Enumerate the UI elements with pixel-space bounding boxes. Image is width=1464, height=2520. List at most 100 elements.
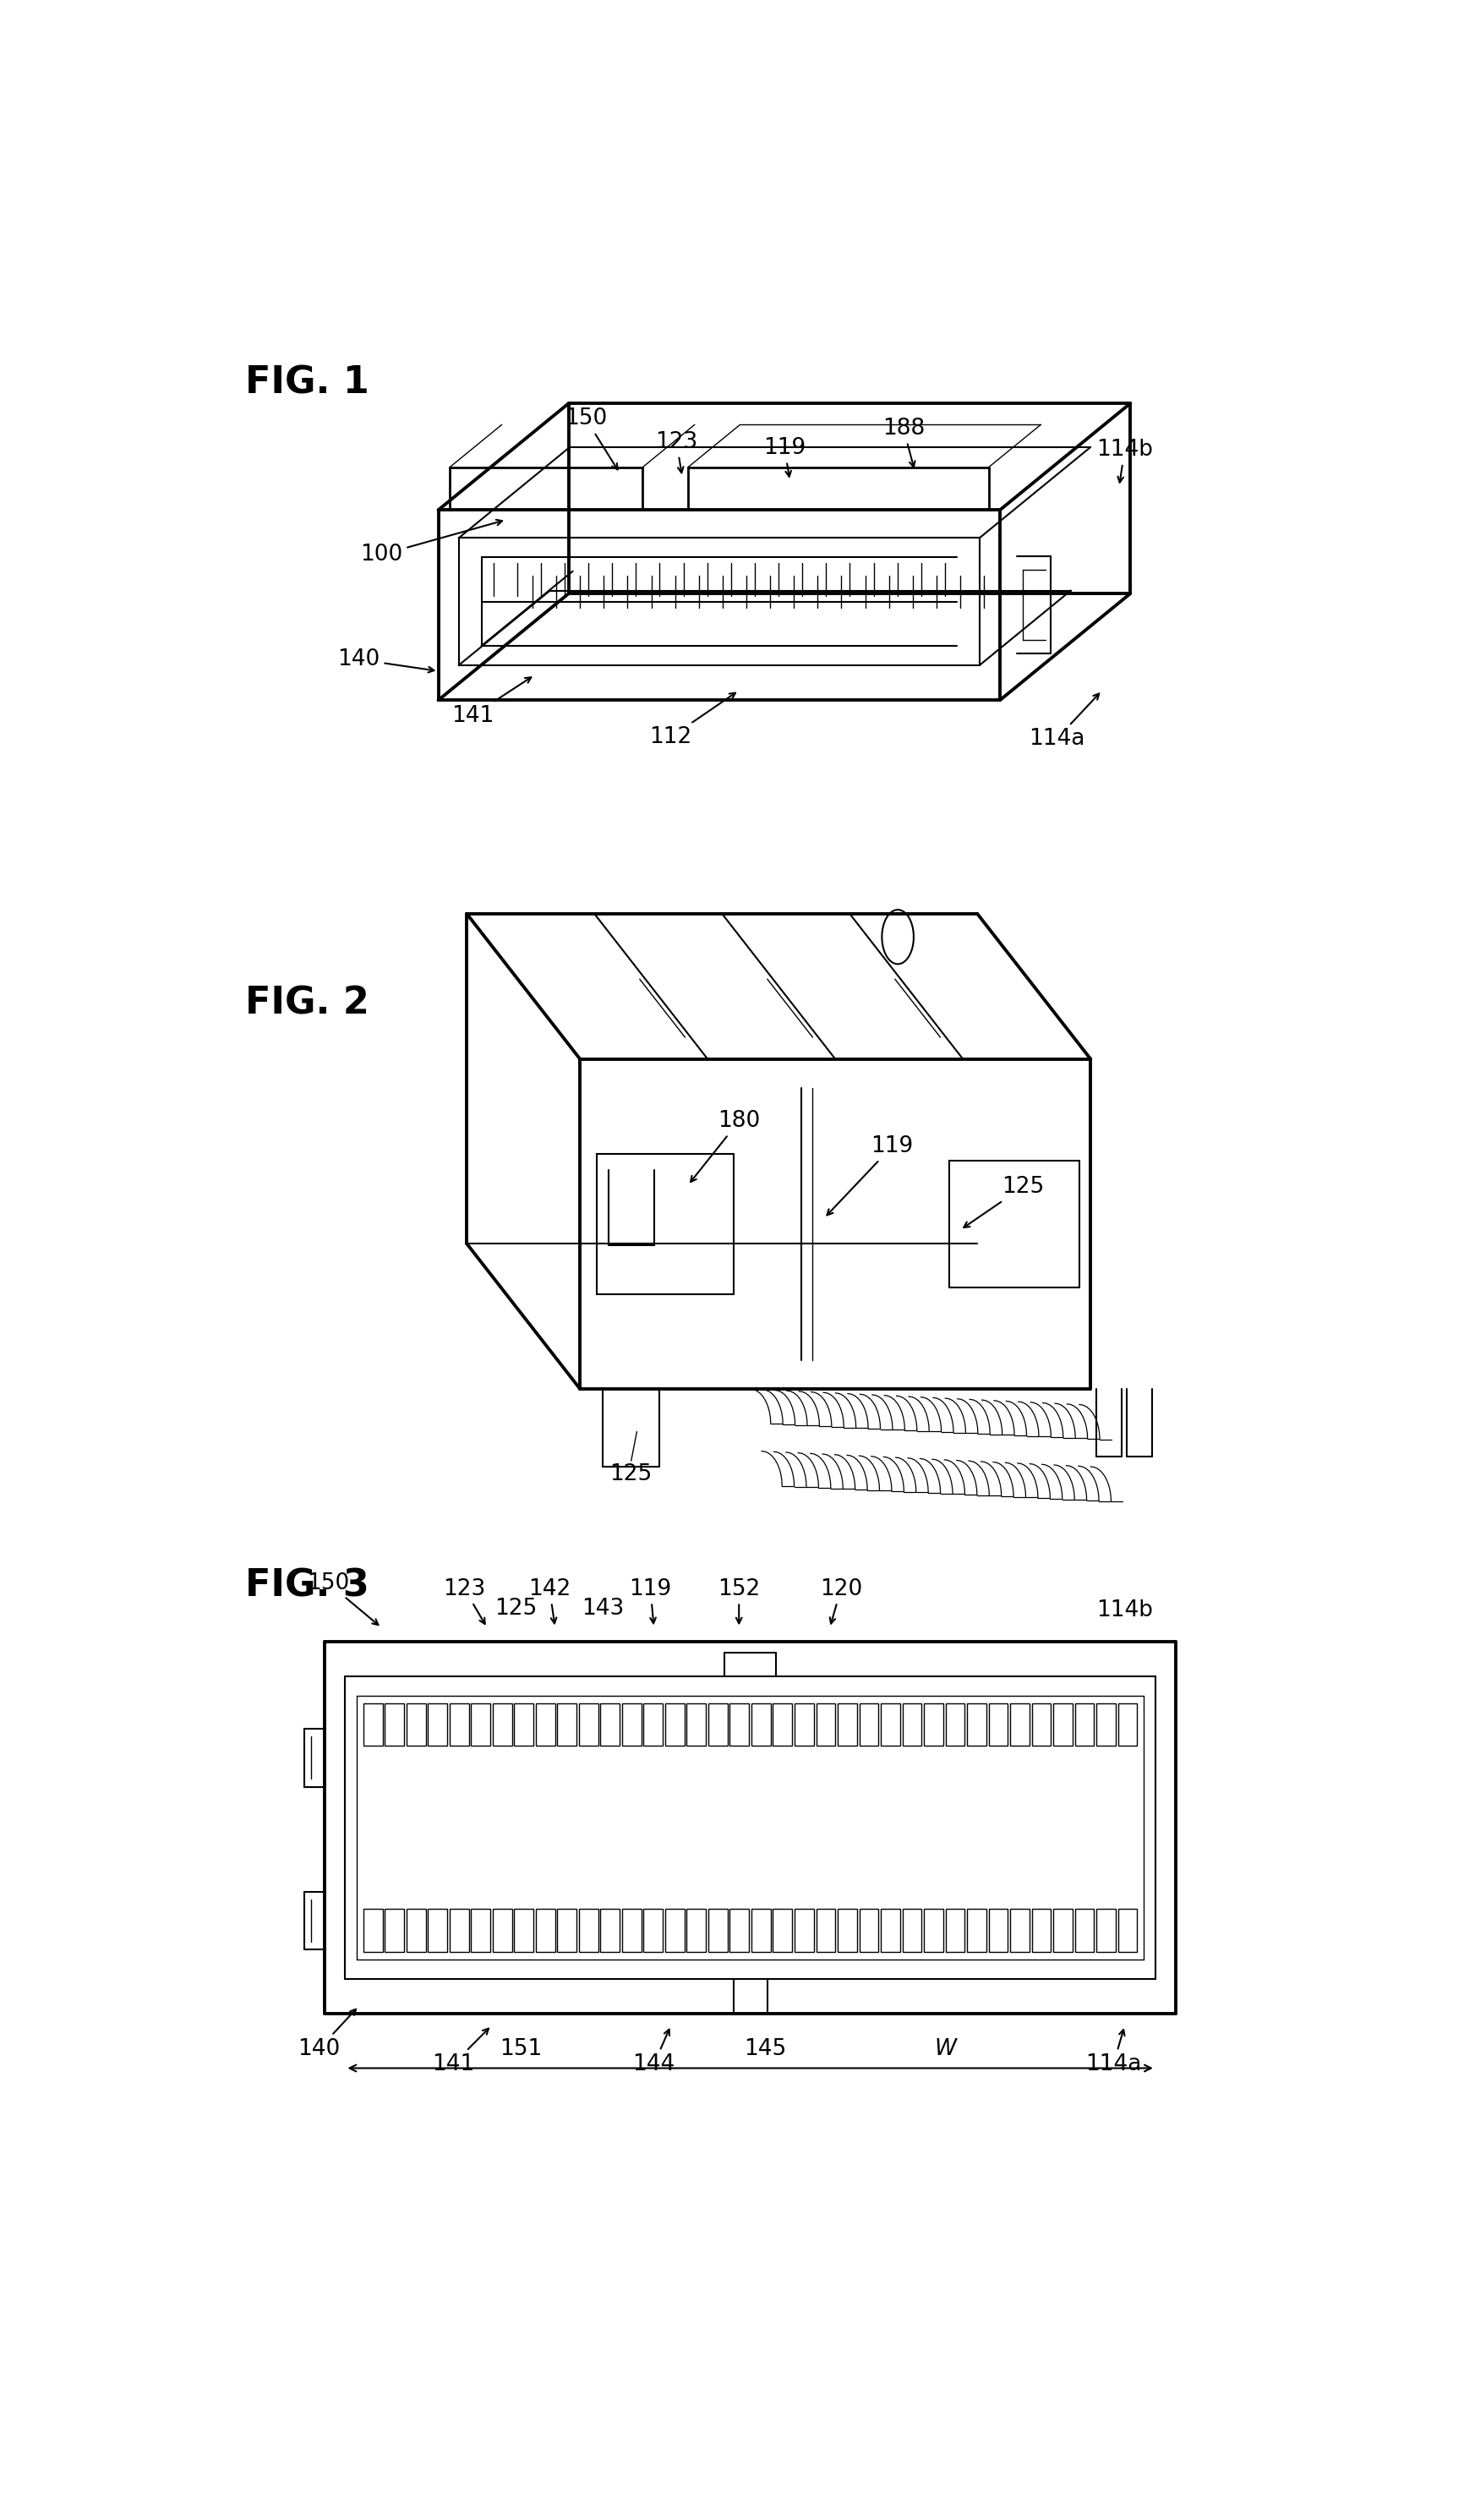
Bar: [1032, 1910, 1051, 1950]
Bar: [751, 1910, 770, 1950]
Text: 119: 119: [630, 1578, 672, 1623]
Bar: [427, 1704, 448, 1746]
Bar: [709, 1910, 728, 1950]
Bar: [665, 1704, 685, 1746]
Bar: [731, 1910, 750, 1950]
Bar: [493, 1704, 512, 1746]
Bar: [902, 1704, 922, 1746]
Text: 141: 141: [432, 2029, 489, 2076]
Text: 142: 142: [529, 1578, 571, 1623]
Bar: [363, 1910, 382, 1950]
Text: 151: 151: [499, 2039, 542, 2059]
Text: 100: 100: [360, 519, 502, 564]
Bar: [449, 1910, 468, 1950]
Text: 119: 119: [827, 1137, 914, 1215]
Bar: [837, 1704, 856, 1746]
Bar: [946, 1910, 965, 1950]
Text: 123: 123: [444, 1578, 486, 1623]
Bar: [600, 1704, 619, 1746]
Text: 114b: 114b: [1097, 1600, 1154, 1620]
Text: 114b: 114b: [1097, 438, 1154, 481]
Text: 123: 123: [656, 431, 698, 474]
Text: 114a: 114a: [1029, 693, 1099, 751]
Text: 141: 141: [451, 678, 531, 726]
Text: FIG. 1: FIG. 1: [246, 365, 369, 401]
Bar: [773, 1704, 792, 1746]
Bar: [731, 1704, 750, 1746]
Bar: [385, 1910, 404, 1950]
Text: 114a: 114a: [1085, 2029, 1142, 2076]
Bar: [968, 1704, 987, 1746]
Text: 140: 140: [338, 648, 433, 673]
Bar: [471, 1704, 490, 1746]
Bar: [644, 1704, 663, 1746]
Bar: [471, 1910, 490, 1950]
Bar: [665, 1910, 685, 1950]
Text: 150: 150: [307, 1572, 378, 1625]
Bar: [1053, 1910, 1073, 1950]
Text: FIG. 2: FIG. 2: [246, 985, 369, 1021]
Text: 125: 125: [610, 1464, 653, 1484]
Text: 188: 188: [883, 418, 925, 466]
Bar: [1118, 1704, 1138, 1746]
Bar: [881, 1910, 900, 1950]
Bar: [600, 1910, 619, 1950]
Text: 125: 125: [963, 1177, 1044, 1227]
Text: W: W: [934, 2039, 956, 2059]
Text: 120: 120: [820, 1578, 862, 1623]
Text: 119: 119: [763, 436, 805, 476]
Bar: [1010, 1704, 1029, 1746]
Text: FIG. 3: FIG. 3: [246, 1567, 369, 1603]
Bar: [644, 1910, 663, 1950]
Bar: [407, 1704, 426, 1746]
Bar: [1075, 1704, 1094, 1746]
Bar: [687, 1704, 706, 1746]
Bar: [815, 1704, 836, 1746]
Bar: [988, 1910, 1007, 1950]
Bar: [946, 1704, 965, 1746]
Bar: [514, 1910, 533, 1950]
Bar: [859, 1704, 878, 1746]
Bar: [988, 1704, 1007, 1746]
Bar: [622, 1910, 641, 1950]
Bar: [558, 1704, 577, 1746]
Bar: [1097, 1704, 1116, 1746]
Bar: [536, 1704, 555, 1746]
Text: 150: 150: [565, 408, 618, 469]
Bar: [815, 1910, 836, 1950]
Bar: [1075, 1910, 1094, 1950]
Bar: [924, 1704, 943, 1746]
Text: 140: 140: [297, 2008, 356, 2059]
Bar: [709, 1704, 728, 1746]
Bar: [578, 1910, 599, 1950]
Bar: [1053, 1704, 1073, 1746]
Bar: [578, 1704, 599, 1746]
Bar: [751, 1704, 770, 1746]
Bar: [837, 1910, 856, 1950]
Bar: [407, 1910, 426, 1950]
Bar: [493, 1910, 512, 1950]
Bar: [795, 1704, 814, 1746]
Text: 125: 125: [495, 1598, 537, 1620]
Text: 112: 112: [650, 693, 735, 748]
Bar: [514, 1704, 533, 1746]
Bar: [773, 1910, 792, 1950]
Bar: [859, 1910, 878, 1950]
Bar: [924, 1910, 943, 1950]
Text: 180: 180: [691, 1111, 760, 1182]
Bar: [1118, 1910, 1138, 1950]
Bar: [1097, 1910, 1116, 1950]
Text: 143: 143: [581, 1598, 624, 1620]
Bar: [795, 1910, 814, 1950]
Bar: [363, 1704, 382, 1746]
Text: 145: 145: [744, 2039, 786, 2059]
Bar: [449, 1704, 468, 1746]
Bar: [385, 1704, 404, 1746]
Bar: [687, 1910, 706, 1950]
Bar: [427, 1910, 448, 1950]
Text: 152: 152: [717, 1578, 760, 1623]
Bar: [1032, 1704, 1051, 1746]
Bar: [536, 1910, 555, 1950]
Bar: [968, 1910, 987, 1950]
Bar: [881, 1704, 900, 1746]
